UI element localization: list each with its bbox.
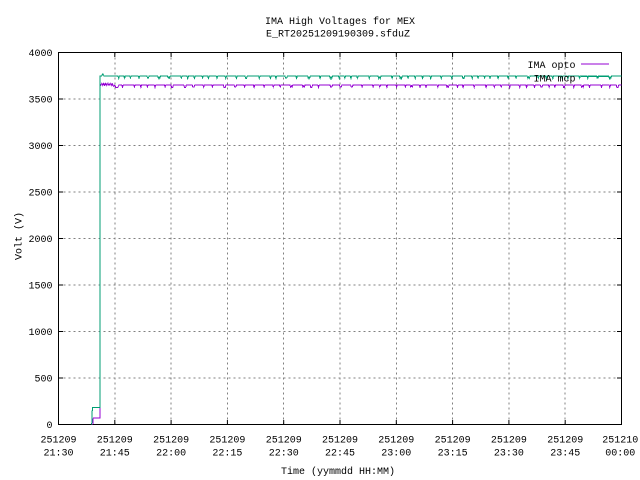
svg-text:22:45: 22:45	[325, 449, 355, 460]
svg-text:IMA High Voltages for MEX: IMA High Voltages for MEX	[265, 16, 415, 28]
svg-text:23:15: 23:15	[438, 449, 468, 460]
svg-text:23:45: 23:45	[550, 449, 580, 460]
svg-text:500: 500	[34, 375, 52, 386]
svg-text:251209: 251209	[266, 436, 302, 447]
svg-text:21:45: 21:45	[100, 449, 130, 460]
svg-text:E_RT20251209190309.sfduZ: E_RT20251209190309.sfduZ	[266, 29, 410, 41]
svg-text:251209: 251209	[209, 436, 245, 447]
svg-text:251209: 251209	[547, 436, 583, 447]
svg-text:IMA mcp: IMA mcp	[533, 74, 575, 85]
svg-text:22:15: 22:15	[212, 449, 242, 460]
svg-text:22:00: 22:00	[156, 449, 186, 460]
svg-text:251209: 251209	[435, 436, 471, 447]
svg-text:22:30: 22:30	[269, 449, 299, 460]
svg-text:3500: 3500	[28, 96, 52, 107]
svg-text:IMA opto: IMA opto	[527, 61, 575, 72]
svg-text:1500: 1500	[28, 282, 52, 293]
svg-text:4000: 4000	[28, 49, 52, 60]
svg-text:251209: 251209	[491, 436, 527, 447]
svg-text:251209: 251209	[153, 436, 189, 447]
svg-text:21:30: 21:30	[43, 449, 73, 460]
svg-text:00:00: 00:00	[605, 449, 635, 460]
svg-text:1000: 1000	[28, 328, 52, 339]
svg-text:251210: 251210	[602, 436, 638, 447]
svg-text:251209: 251209	[40, 436, 76, 447]
svg-text:2500: 2500	[28, 189, 52, 200]
svg-text:23:30: 23:30	[494, 449, 524, 460]
svg-text:251209: 251209	[322, 436, 358, 447]
svg-text:251209: 251209	[97, 436, 133, 447]
svg-text:Time (yymmdd HH:MM): Time (yymmdd HH:MM)	[281, 466, 395, 478]
svg-text:23:00: 23:00	[381, 449, 411, 460]
svg-text:0: 0	[46, 421, 52, 432]
svg-text:2000: 2000	[28, 235, 52, 246]
svg-text:Volt (V): Volt (V)	[14, 212, 26, 260]
svg-text:251209: 251209	[378, 436, 414, 447]
svg-text:3000: 3000	[28, 142, 52, 153]
